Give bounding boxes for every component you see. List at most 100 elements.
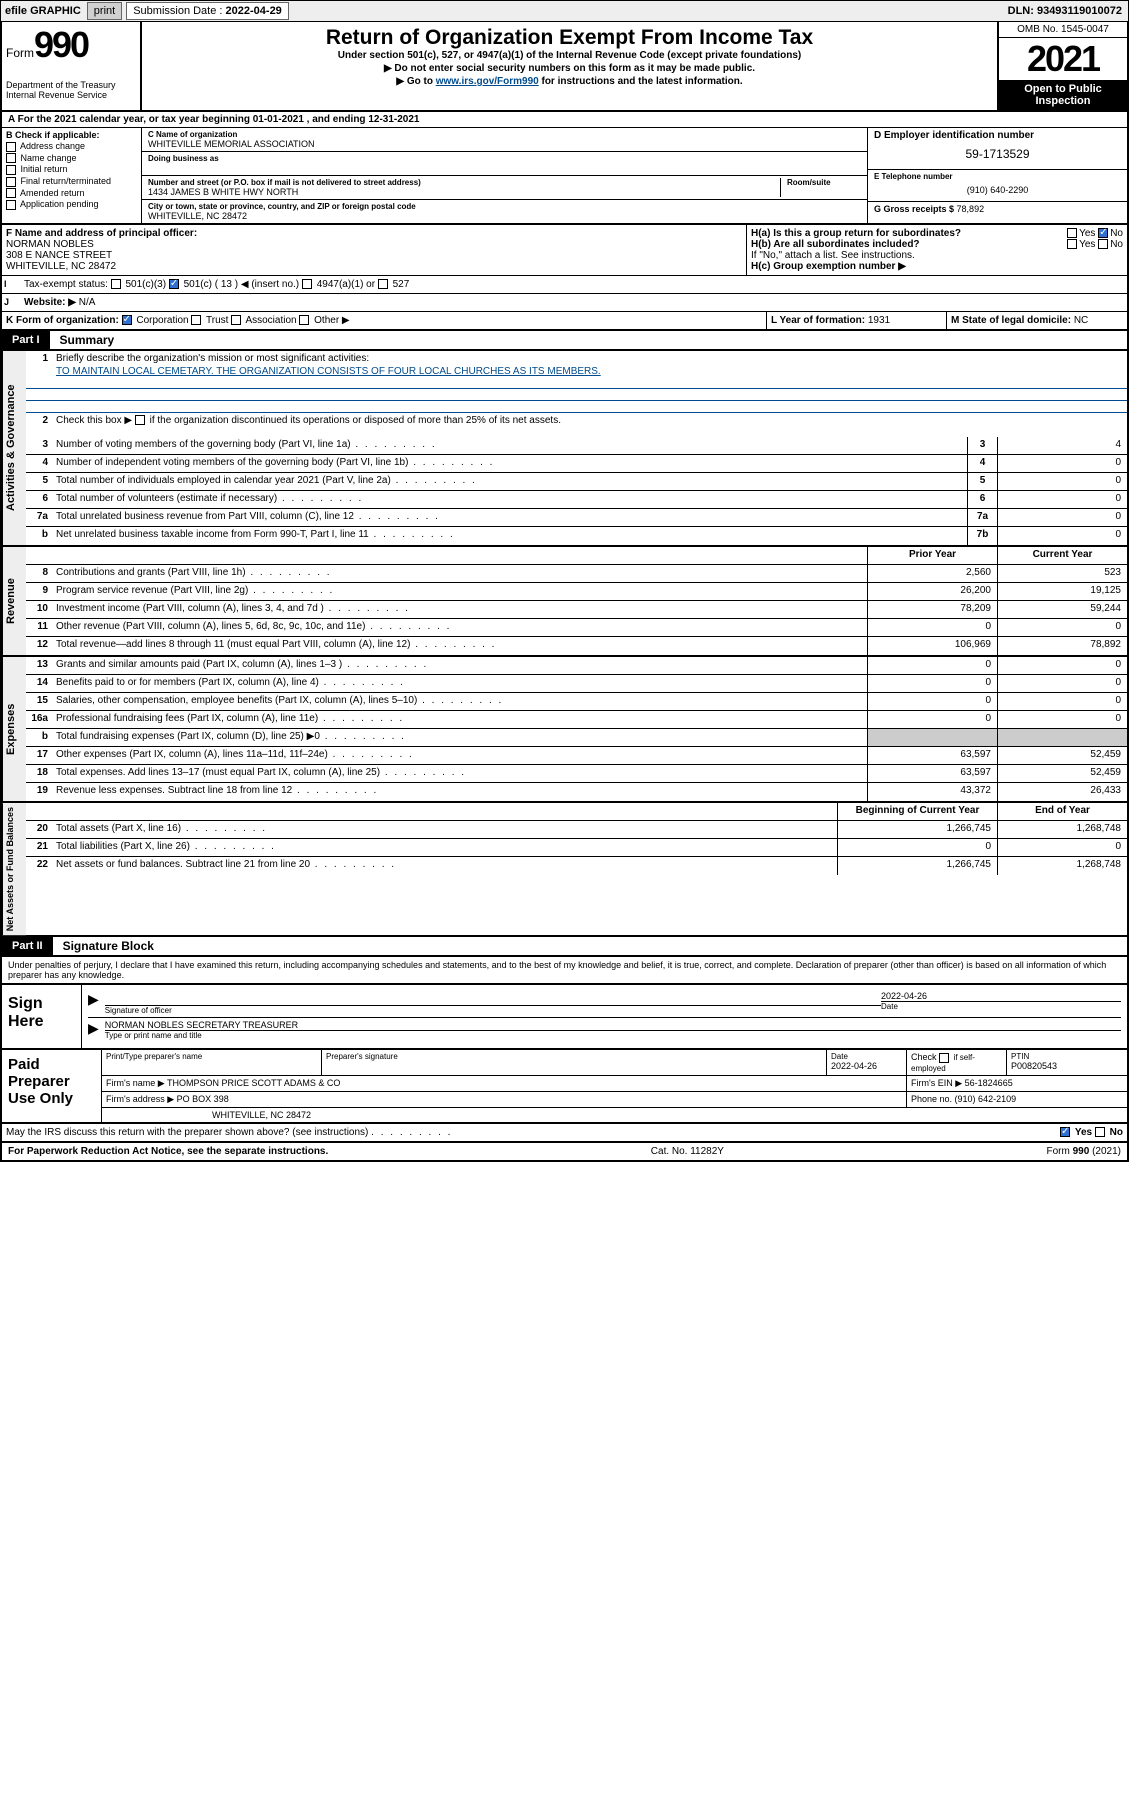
print-button[interactable]: print <box>87 2 122 20</box>
row-2-checkbox[interactable] <box>135 415 145 425</box>
signature-intro: Under penalties of perjury, I declare th… <box>0 957 1129 985</box>
page-footer: For Paperwork Reduction Act Notice, see … <box>0 1143 1129 1162</box>
street-value: 1434 JAMES B WHITE HWY NORTH <box>148 187 774 197</box>
org-name: WHITEVILLE MEMORIAL ASSOCIATION <box>148 139 861 149</box>
row-2-num: 2 <box>26 413 52 437</box>
street-row: Number and street (or P.O. box if mail i… <box>142 176 867 200</box>
trust-checkbox[interactable] <box>191 315 201 325</box>
line-f-h: F Name and address of principal officer:… <box>0 225 1129 276</box>
ein-value: 59-1713529 <box>874 141 1121 167</box>
tel-cell: E Telephone number (910) 640-2290 <box>868 170 1127 202</box>
form-org-label: K Form of organization: <box>6 315 119 326</box>
hb-yes-checkbox[interactable] <box>1067 239 1077 249</box>
summary-row: 9Program service revenue (Part VIII, lin… <box>26 583 1127 601</box>
website-value: N/A <box>79 297 96 308</box>
prep-sig-hdr: Preparer's signature <box>326 1052 822 1061</box>
other-checkbox[interactable] <box>299 315 309 325</box>
ein-cell: D Employer identification number 59-1713… <box>868 128 1127 170</box>
applicable-checkbox[interactable] <box>6 142 16 152</box>
officer-sig-name: NORMAN NOBLES SECRETARY TREASURER <box>105 1020 1121 1030</box>
tax-status-label: Tax-exempt status: <box>24 279 108 290</box>
prior-year-hdr: Prior Year <box>867 547 997 564</box>
sign-here-block: Sign Here ▶ Signature of officer 2022-04… <box>0 985 1129 1050</box>
ha-no-checkbox[interactable] <box>1098 228 1108 238</box>
section-governance: Activities & Governance 1 Briefly descri… <box>0 351 1129 547</box>
line-f-label: F Name and address of principal officer: <box>6 228 197 239</box>
officer-name: NORMAN NOBLES <box>6 239 94 250</box>
discuss-no-checkbox[interactable] <box>1095 1127 1105 1137</box>
year-formation-value: 1931 <box>868 315 890 326</box>
firm-ein: 56-1824665 <box>965 1078 1013 1088</box>
officer-addr1: 308 E NANCE STREET <box>6 250 112 261</box>
form990-link[interactable]: www.irs.gov/Form990 <box>436 76 539 87</box>
signature-label: Signature of officer <box>105 1005 881 1015</box>
summary-row: 20Total assets (Part X, line 16)1,266,74… <box>26 821 1127 839</box>
discuss-yes-checkbox[interactable] <box>1060 1127 1070 1137</box>
applicable-checkbox[interactable] <box>6 153 16 163</box>
street-label: Number and street (or P.O. box if mail i… <box>148 178 774 187</box>
applicable-checkbox[interactable] <box>6 200 16 210</box>
footer-mid: Cat. No. 11282Y <box>328 1146 1046 1157</box>
line-j-body: Website: ▶ N/A <box>20 294 1127 311</box>
year-formation-label: L Year of formation: <box>771 315 868 326</box>
self-employed-checkbox[interactable] <box>939 1053 949 1063</box>
firm-name-label: Firm's name ▶ <box>106 1078 165 1088</box>
check-applicable-item: Application pending <box>6 199 137 210</box>
col-b-header: B Check if applicable: <box>6 130 137 140</box>
summary-row: 16aProfessional fundraising fees (Part I… <box>26 711 1127 729</box>
applicable-checkbox[interactable] <box>6 188 16 198</box>
summary-row: 15Salaries, other compensation, employee… <box>26 693 1127 711</box>
form-prefix: Form <box>6 46 34 60</box>
note2-post: for instructions and the latest informat… <box>539 76 743 87</box>
row-2-text: Check this box ▶ if the organization dis… <box>52 413 1127 437</box>
line-a: A For the 2021 calendar year, or tax yea… <box>0 112 1129 128</box>
applicable-checkbox[interactable] <box>6 165 16 175</box>
hb-no-checkbox[interactable] <box>1098 239 1108 249</box>
section-revenue: Revenue Prior Year Current Year 8Contrib… <box>0 547 1129 657</box>
submission-date: Submission Date : 2022-04-29 <box>126 2 289 20</box>
form-note-2: ▶ Go to www.irs.gov/Form990 for instruct… <box>150 76 989 87</box>
line-i-letter: I <box>2 276 20 293</box>
arrow-icon-2: ▶ <box>88 1020 105 1040</box>
prep-check-label: Check <box>911 1052 937 1062</box>
form-header: Form990 Department of the Treasury Inter… <box>0 22 1129 112</box>
mission-text: TO MAINTAIN LOCAL CEMETARY. THE ORGANIZA… <box>26 366 1127 377</box>
assoc-checkbox[interactable] <box>231 315 241 325</box>
part-2-num: Part II <box>2 938 53 954</box>
form-header-left: Form990 Department of the Treasury Inter… <box>2 22 142 110</box>
section-expenses: Expenses 13Grants and similar amounts pa… <box>0 657 1129 803</box>
current-year-hdr: Current Year <box>997 547 1127 564</box>
summary-row: 8Contributions and grants (Part VIII, li… <box>26 565 1127 583</box>
submission-date-value: 2022-04-29 <box>226 5 282 17</box>
city-cell: City or town, state or province, country… <box>142 200 867 223</box>
form-subtitle: Under section 501(c), 527, or 4947(a)(1)… <box>150 50 989 61</box>
col-b: B Check if applicable: Address change Na… <box>2 128 142 223</box>
no-label: No <box>1110 228 1123 239</box>
form-header-right: OMB No. 1545-0047 2021 Open to Public In… <box>997 22 1127 110</box>
corp-checkbox[interactable] <box>122 315 132 325</box>
paid-preparer-label: Paid Preparer Use Only <box>2 1050 102 1122</box>
line-klm: K Form of organization: Corporation Trus… <box>0 312 1129 331</box>
4947-checkbox[interactable] <box>302 279 312 289</box>
line-j-letter: J <box>2 294 20 311</box>
row-1-num: 1 <box>26 351 52 366</box>
501c3-checkbox[interactable] <box>111 279 121 289</box>
ha-yes-checkbox[interactable] <box>1067 228 1077 238</box>
submission-date-label: Submission Date : <box>133 5 225 17</box>
assoc-label: Association <box>245 315 296 326</box>
527-checkbox[interactable] <box>378 279 388 289</box>
part-1-num: Part I <box>2 332 50 348</box>
dln-value: 93493119010072 <box>1037 5 1122 17</box>
summary-row: 14Benefits paid to or for members (Part … <box>26 675 1127 693</box>
sign-date-label: Date <box>881 1001 1121 1011</box>
firm-addr2: WHITEVILLE, NC 28472 <box>102 1108 1127 1122</box>
applicable-checkbox[interactable] <box>6 177 16 187</box>
501c-checkbox[interactable] <box>169 279 179 289</box>
summary-row: bTotal fundraising expenses (Part IX, co… <box>26 729 1127 747</box>
h-b-note: If "No," attach a list. See instructions… <box>751 250 1123 261</box>
ptin-label: PTIN <box>1011 1052 1123 1061</box>
form-990-label: Form990 <box>6 24 136 66</box>
summary-row: bNet unrelated business taxable income f… <box>26 527 1127 545</box>
4947-label: 4947(a)(1) or <box>317 279 375 290</box>
summary-row: 5Total number of individuals employed in… <box>26 473 1127 491</box>
